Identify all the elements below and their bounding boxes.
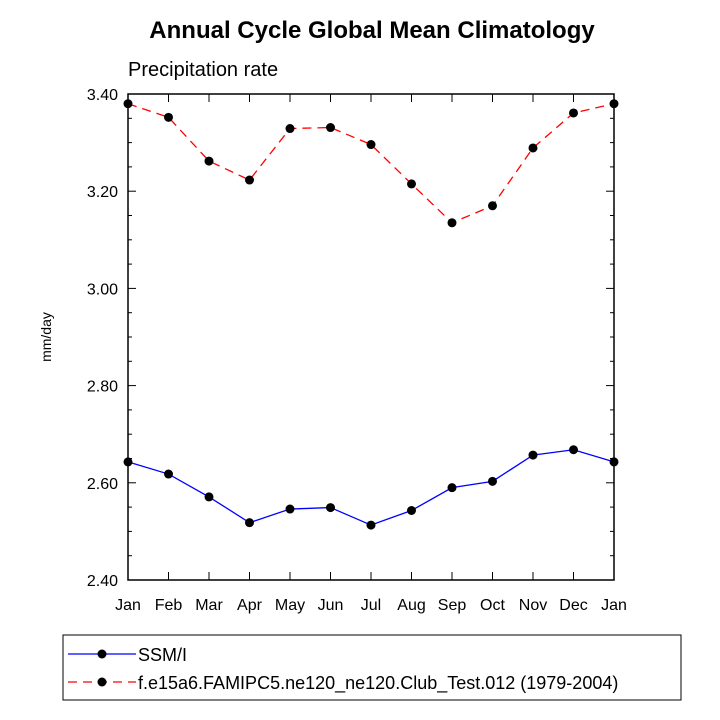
series-group (123, 99, 619, 530)
series-0-point (528, 450, 538, 460)
series-1-point (488, 201, 497, 211)
x-tick-label: Aug (397, 597, 425, 614)
x-tick-label: Nov (519, 597, 547, 614)
y-tick-label: 2.60 (87, 476, 118, 493)
legend-marker-model (97, 677, 107, 687)
series-0-point (447, 483, 457, 493)
series-0-point (326, 503, 335, 513)
x-tick-label: May (275, 597, 305, 614)
series-1-point (366, 140, 376, 150)
x-tick-label: Jul (361, 597, 381, 614)
x-tick-label: Oct (480, 597, 505, 614)
chart-subtitle: Precipitation rate (128, 59, 278, 81)
x-axis: Jan Feb Mar Apr May Jun Jul Aug Sep Oct Nov Dec Jan (115, 94, 627, 614)
x-tick-label: Sep (438, 597, 467, 614)
series-1-point (164, 112, 173, 122)
series-1-point (569, 108, 578, 118)
legend-label-ssmi: SSM/I (138, 645, 187, 665)
x-tick-label: Jan (601, 597, 627, 614)
series-0-point (204, 492, 214, 502)
x-tick-label: Apr (237, 597, 263, 614)
x-tick-label: Dec (559, 597, 587, 614)
series-1-point (245, 175, 254, 185)
y-tick-label: 3.40 (87, 87, 118, 104)
x-tick-label: Feb (155, 597, 183, 614)
y-tick-label: 3.00 (87, 281, 118, 298)
series-0-point (164, 469, 173, 479)
x-tick-label: Jan (115, 597, 141, 614)
series-1-point (285, 124, 295, 134)
series-line-0 (127, 449, 615, 526)
plot-frame (127, 93, 615, 581)
x-tick-label: Jun (318, 597, 344, 614)
series-1-point (407, 179, 416, 189)
series-0-point (285, 504, 295, 514)
series-1-point (326, 123, 335, 133)
y-axis-label: mm/day (38, 312, 54, 362)
legend-marker-ssmi (97, 649, 107, 659)
series-0-point (569, 445, 578, 455)
y-tick-label: 2.80 (87, 379, 118, 396)
y-tick-label: 2.40 (87, 573, 118, 590)
legend: SSM/I f.e15a6.FAMIPC5.ne120_ne120.Club_T… (62, 634, 682, 701)
series-1-point (204, 156, 214, 166)
chart-title: Annual Cycle Global Mean Climatology (149, 17, 595, 44)
x-tick-label: Mar (195, 597, 223, 614)
series-0-point (366, 520, 376, 530)
legend-label-model: f.e15a6.FAMIPC5.ne120_ne120.Club_Test.01… (138, 673, 618, 694)
series-0-point (488, 476, 497, 486)
series-1-point (447, 218, 457, 228)
y-tick-label: 3.20 (87, 184, 118, 201)
legend-box (62, 634, 682, 701)
series-0-point (407, 506, 416, 516)
y-axis: 2.40 2.60 2.80 3.00 3.20 3.40 (87, 87, 614, 590)
series-0-point (245, 518, 254, 528)
series-line-1 (127, 103, 615, 224)
series-1-point (528, 143, 538, 153)
